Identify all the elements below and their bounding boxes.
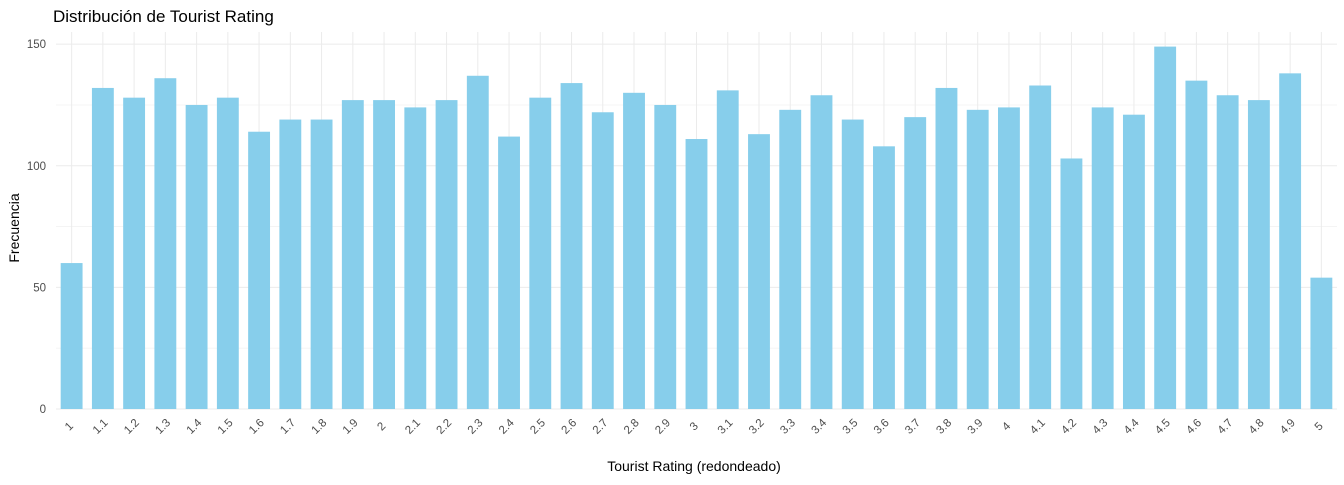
bar	[91, 87, 114, 410]
bar	[998, 107, 1020, 410]
x-tick-label: 1.9	[341, 417, 361, 437]
x-tick-label: 3.1	[716, 417, 736, 437]
bar	[748, 134, 770, 409]
x-tick-label: 1.6	[247, 417, 267, 437]
bar	[341, 100, 364, 410]
bar	[1060, 158, 1083, 409]
bar	[1122, 114, 1145, 409]
x-tick-label: 2	[375, 420, 388, 433]
bar	[529, 97, 552, 410]
bar	[1185, 80, 1208, 409]
x-tick-label: 2.3	[466, 417, 486, 437]
x-tick-label: 1.1	[91, 417, 111, 437]
x-tick-label: 2.5	[528, 417, 548, 437]
bar	[373, 100, 395, 410]
bar	[685, 139, 708, 409]
x-tick-label: 2.7	[591, 417, 611, 437]
bar	[60, 263, 83, 409]
x-tick-label: 1.7	[278, 417, 298, 437]
x-tick-label: 1.3	[153, 417, 173, 437]
bar	[716, 90, 739, 409]
bar	[404, 107, 427, 410]
bar	[1029, 85, 1052, 409]
x-tick-label: 3.3	[778, 417, 798, 437]
x-tick-label: 4.9	[1278, 417, 1298, 437]
x-axis-title: Tourist Rating (redondeado)	[607, 458, 781, 474]
x-tick-label: 3.5	[841, 417, 861, 437]
bar	[1279, 73, 1302, 409]
x-tick-label: 4.6	[1184, 417, 1204, 437]
x-tick-label: 4.2	[1059, 417, 1079, 437]
x-tick-label: 5	[1313, 420, 1326, 433]
y-tick-label: 100	[27, 161, 46, 173]
bar	[841, 119, 864, 410]
bar	[216, 97, 239, 410]
x-tick-label: 3.6	[872, 417, 892, 437]
x-tick-label: 4.3	[1091, 417, 1111, 437]
bar	[654, 104, 677, 409]
x-tick-label: 2.6	[560, 417, 580, 437]
chart-title: Distribución de Tourist Rating	[53, 7, 274, 26]
bar	[1154, 46, 1177, 410]
x-tick-label: 2.4	[497, 417, 517, 437]
bar	[1216, 95, 1239, 409]
bar	[591, 112, 614, 409]
x-tick-label: 3.7	[903, 417, 923, 437]
bar	[935, 87, 958, 410]
y-tick-label: 0	[40, 404, 46, 416]
bar	[310, 119, 333, 410]
y-tick-label: 150	[27, 39, 46, 51]
x-tick-label: 4.5	[1153, 417, 1173, 437]
x-tick-label: 2.2	[435, 417, 455, 437]
y-axis-title: Frecuencia	[6, 193, 22, 262]
y-axis-ticks: 0 50 100 150	[27, 39, 46, 416]
x-tick-label: 3.2	[747, 417, 767, 437]
x-tick-label: 1.4	[185, 417, 205, 437]
bar	[966, 109, 989, 409]
bar	[498, 136, 520, 409]
x-axis-ticks: 1 1.1 1.2 1.3 1.4 1.5 1.6 1.7 1.8 1.9 2 2.1 2.2 2.3 2.…	[63, 417, 1326, 437]
bar	[154, 78, 177, 410]
bar	[1247, 100, 1270, 410]
x-tick-label: 1	[63, 420, 76, 433]
bar	[123, 97, 146, 410]
x-tick-label: 2.1	[403, 417, 423, 437]
bar	[435, 100, 458, 410]
x-tick-label: 2.8	[622, 417, 642, 437]
bar	[185, 104, 208, 409]
bar	[904, 117, 927, 410]
bar	[810, 95, 833, 409]
bar	[248, 131, 271, 409]
x-tick-label: 4.1	[1028, 417, 1048, 437]
x-tick-label: 4.4	[1122, 417, 1142, 437]
x-tick-label: 4	[1000, 420, 1013, 433]
bar	[623, 92, 645, 409]
x-tick-label: 3.4	[809, 417, 829, 437]
bar	[560, 83, 583, 409]
x-tick-label: 2.9	[653, 417, 673, 437]
x-tick-label: 1.2	[122, 417, 142, 437]
bar	[1091, 107, 1114, 410]
x-tick-label: 3.8	[934, 417, 954, 437]
bar	[873, 146, 895, 409]
bar	[279, 119, 302, 410]
bar	[779, 109, 802, 409]
x-tick-label: 3	[688, 420, 701, 433]
x-tick-label: 1.5	[216, 417, 236, 437]
x-tick-label: 4.7	[1216, 417, 1236, 437]
x-tick-label: 3.9	[966, 417, 986, 437]
bars	[60, 46, 1333, 410]
bar	[466, 75, 489, 410]
y-tick-label: 50	[33, 282, 46, 294]
x-tick-label: 1.8	[310, 417, 330, 437]
x-tick-label: 4.8	[1247, 417, 1267, 437]
bar	[1310, 277, 1333, 409]
